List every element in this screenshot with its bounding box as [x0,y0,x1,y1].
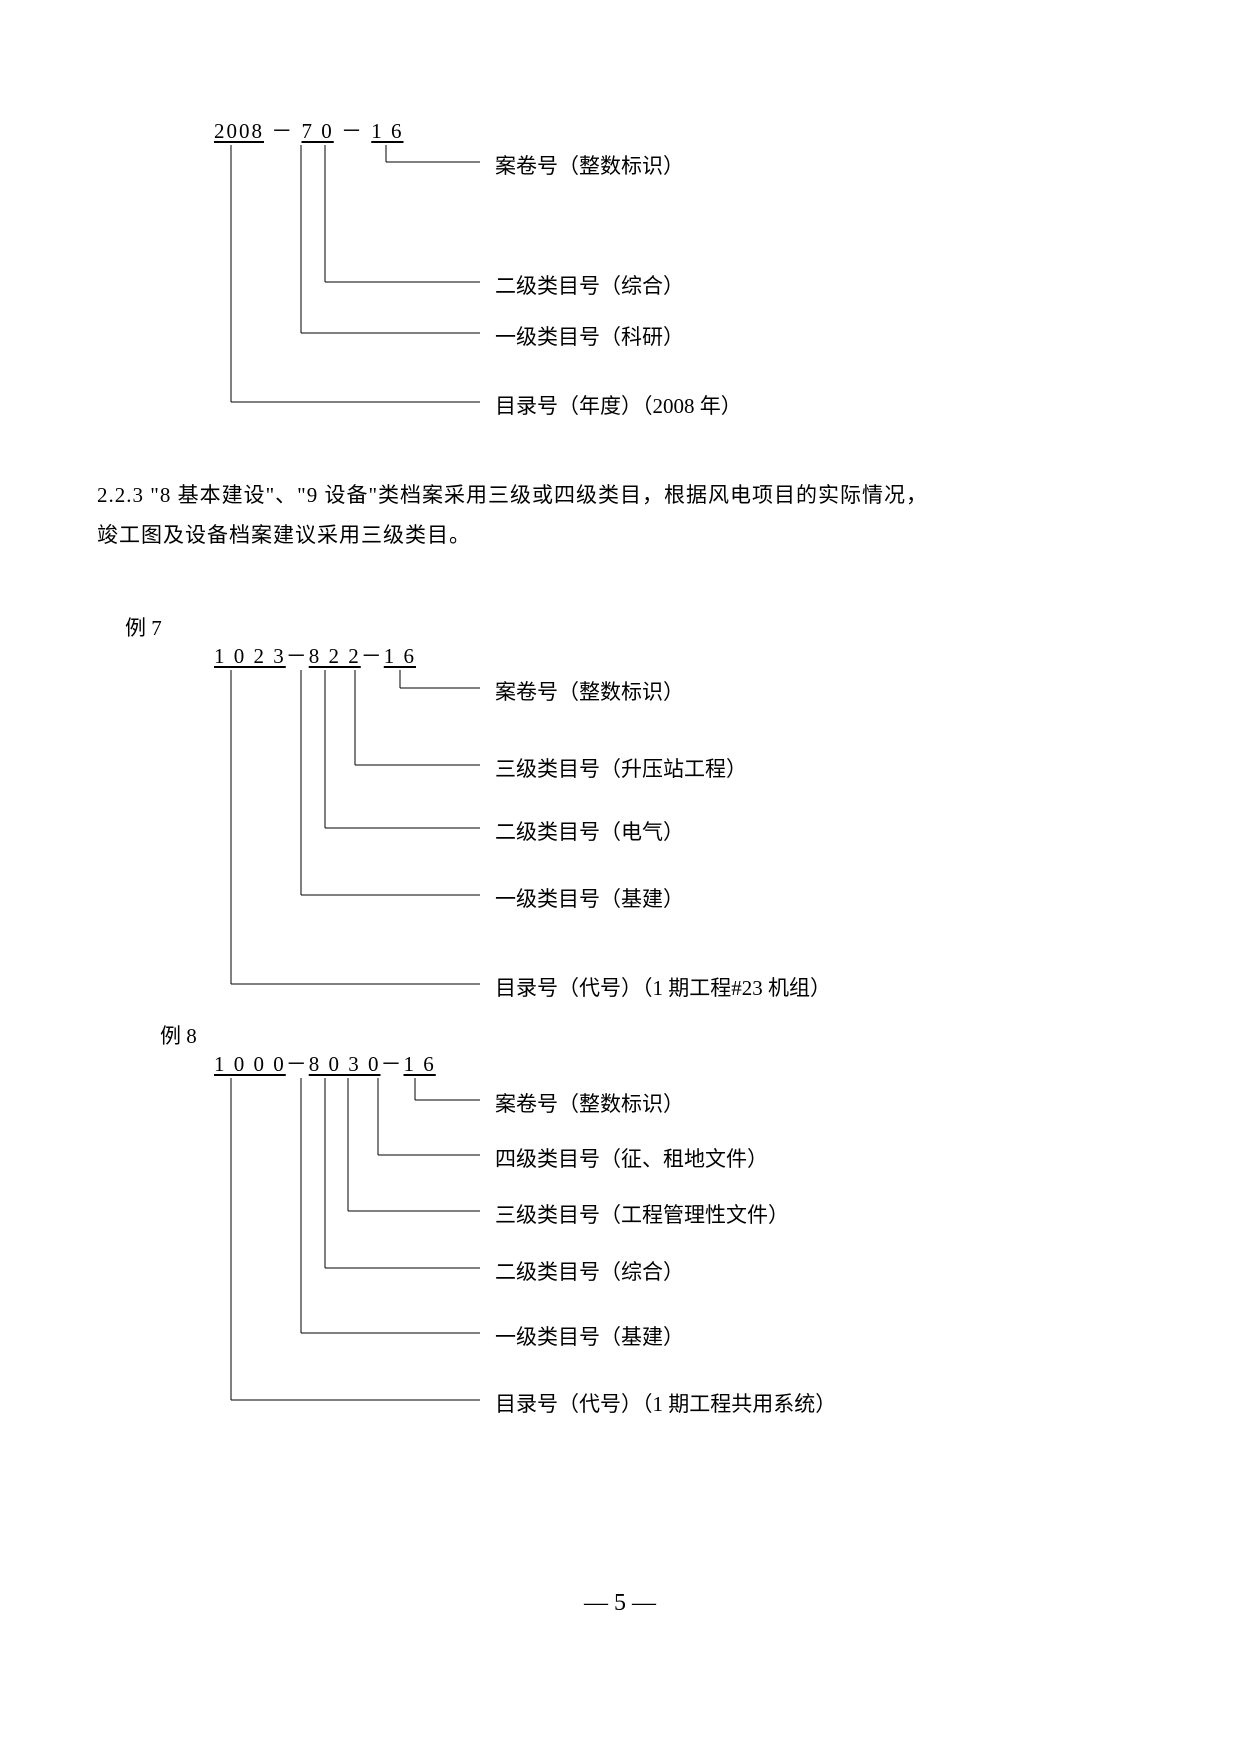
diagram-label: 目录号（年度）（2008 年） [495,390,742,420]
page-number: — 5 — [0,1590,1240,1617]
diagram-label: 一级类目号（科研） [495,321,684,351]
diagram-label: 二级类目号（电气） [495,816,684,846]
diagram3-code: 1 0 0 0－8 0 3 0－1 6 [214,1048,436,1078]
diagram1-code: 2008 － 7 0 － 1 6 [214,115,404,145]
diagram-label: 一级类目号（基建） [495,883,684,913]
diagram-label: 案卷号（整数标识） [495,676,684,706]
diagram-lines-svg [0,0,1240,1753]
diagram-label: 一级类目号（基建） [495,1321,684,1351]
diagram-label: 目录号（代号）（1 期工程#23 机组） [495,972,831,1002]
diagram-label: 四级类目号（征、租地文件） [495,1143,768,1173]
diagram-label: 案卷号（整数标识） [495,150,684,180]
diagram-label: 二级类目号（综合） [495,270,684,300]
diagram-label: 案卷号（整数标识） [495,1088,684,1118]
example7-label: 例 7 [125,612,162,642]
diagram-label: 二级类目号（综合） [495,1256,684,1286]
example8-label: 例 8 [160,1020,197,1050]
diagram-label: 三级类目号（升压站工程） [495,753,747,783]
diagram2-code: 1 0 2 3－8 2 2－1 6 [214,640,416,670]
diagram-label: 三级类目号（工程管理性文件） [495,1199,789,1229]
diagram-label: 目录号（代号）（1 期工程共用系统） [495,1388,836,1418]
paragraph-text: 2.2.3 "8 基本建设"、"9 设备"类档案采用三级或四级类目，根据风电项目… [97,475,1157,555]
